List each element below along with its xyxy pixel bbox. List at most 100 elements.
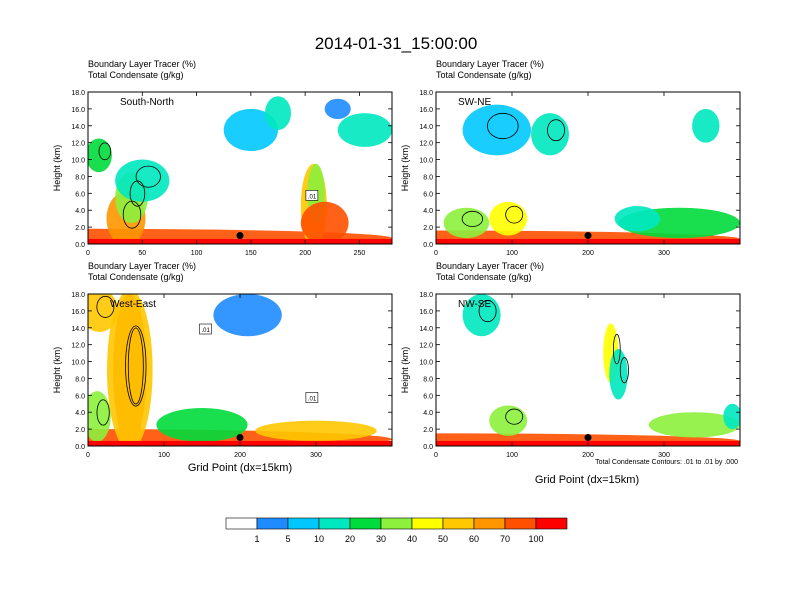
tracer-region — [223, 108, 278, 152]
y-tick-label: 0.0 — [75, 242, 85, 249]
y-tick-label: 16.0 — [71, 107, 85, 114]
colorbar-label: 50 — [438, 534, 448, 544]
panel-title-line1: Boundary Layer Tracer (%) — [88, 261, 196, 271]
location-marker — [584, 434, 592, 442]
y-tick-label: 6.0 — [423, 191, 433, 198]
x-tick-label: 0 — [434, 452, 438, 459]
y-tick-label: 18.0 — [71, 292, 85, 299]
y-tick-label: 12.0 — [419, 343, 433, 350]
colorbar-swatch — [380, 517, 413, 530]
y-tick-label: 14.0 — [71, 326, 85, 333]
tracer-region — [692, 108, 720, 143]
tracer-region — [300, 201, 349, 244]
colorbar-swatch — [318, 517, 351, 530]
xlabel-bottom-right: Grid Point (dx=15km) — [535, 474, 639, 486]
y-tick-label: 6.0 — [75, 393, 85, 400]
panel-title-line2: Total Condensate (g/kg) — [436, 70, 532, 80]
x-tick-label: 300 — [310, 452, 322, 459]
x-tick-label: 100 — [191, 250, 203, 257]
y-tick-label: 4.0 — [423, 208, 433, 215]
tracer-region — [156, 408, 248, 442]
colorbar-swatch — [225, 517, 258, 530]
condensate-contour — [98, 142, 112, 161]
condensate-contour — [487, 112, 519, 140]
panel-label: SW-NE — [458, 97, 491, 108]
condensate-contour — [127, 327, 144, 405]
colorbar-swatch — [411, 517, 444, 530]
y-tick-label: 8.0 — [423, 376, 433, 383]
colorbar-swatch — [287, 517, 320, 530]
x-tick-label: 300 — [658, 452, 670, 459]
y-tick-label: 2.0 — [75, 225, 85, 232]
condensate-contour — [612, 333, 621, 365]
y-tick-label: 10.0 — [71, 360, 85, 367]
y-tick-label: 18.0 — [71, 90, 85, 97]
surface-layer — [88, 238, 392, 244]
location-marker — [236, 434, 244, 442]
tracer-region — [614, 206, 661, 232]
tracer-region — [531, 113, 569, 156]
contour-label-box — [305, 190, 319, 201]
tracer-region — [213, 294, 282, 337]
panel-title-line1: Boundary Layer Tracer (%) — [436, 59, 544, 69]
tracer-region — [88, 391, 111, 442]
tracer-region — [648, 412, 740, 438]
tracer-region — [462, 294, 501, 337]
y-tick-label: 14.0 — [71, 124, 85, 131]
x-tick-label: 150 — [245, 250, 257, 257]
y-tick-label: 8.0 — [75, 376, 85, 383]
y-axis-label: Height (km) — [400, 347, 410, 394]
y-tick-label: 4.0 — [75, 208, 85, 215]
colorbar-swatch — [256, 517, 289, 530]
condensate-contour — [96, 295, 115, 318]
condensate-contour — [461, 210, 484, 227]
colorbar-swatch — [473, 517, 506, 530]
x-tick-label: 100 — [506, 452, 518, 459]
tracer-region — [88, 138, 112, 173]
y-tick-label: 2.0 — [423, 225, 433, 232]
contour-footnote: Total Condensate Contours: .01 to .01 by… — [595, 459, 738, 466]
y-tick-label: 2.0 — [423, 427, 433, 434]
condensate-contour — [619, 357, 629, 384]
y-tick-label: 18.0 — [419, 90, 433, 97]
y-tick-label: 0.0 — [75, 444, 85, 451]
panel-3: Boundary Layer Tracer (%)Total Condensat… — [52, 261, 393, 459]
panel-1: Boundary Layer Tracer (%)Total Condensat… — [52, 59, 393, 257]
colorbar-swatch — [535, 517, 568, 530]
y-tick-label: 14.0 — [419, 124, 433, 131]
x-tick-label: 50 — [138, 250, 146, 257]
colorbar-swatch — [442, 517, 475, 530]
y-axis-label: Height (km) — [52, 347, 62, 394]
y-tick-label: 8.0 — [423, 174, 433, 181]
tracer-region — [443, 207, 490, 239]
x-tick-label: 250 — [354, 250, 366, 257]
x-tick-label: 200 — [582, 250, 594, 257]
figure-title: 2014-01-31_15:00:00 — [315, 34, 478, 53]
panel-label: NW-SE — [458, 299, 491, 310]
x-tick-label: 0 — [434, 250, 438, 257]
condensate-contour — [135, 165, 161, 188]
contour-label-box — [199, 323, 212, 335]
y-axis-label: Height (km) — [400, 145, 410, 192]
contour-label: .01 — [308, 194, 317, 200]
x-tick-label: 200 — [582, 452, 594, 459]
colorbar-label: 60 — [469, 534, 479, 544]
tracer-region — [255, 420, 377, 441]
contour-label: .01 — [308, 396, 317, 402]
tracer-region — [88, 294, 119, 332]
panel-label: West-East — [110, 299, 156, 310]
condensate-contour — [125, 325, 147, 407]
tracer-region — [489, 201, 528, 236]
y-tick-label: 0.0 — [423, 444, 433, 451]
y-tick-label: 0.0 — [423, 242, 433, 249]
panel-2: Boundary Layer Tracer (%)Total Condensat… — [400, 59, 741, 257]
condensate-contour — [505, 205, 524, 224]
tracer-region — [115, 159, 170, 202]
colorbar-swatch — [504, 517, 537, 530]
condensate-contour — [96, 399, 110, 426]
location-marker — [236, 232, 244, 240]
condensate-contour — [547, 119, 565, 142]
x-tick-label: 0 — [86, 452, 90, 459]
y-axis-label: Height (km) — [52, 145, 62, 192]
